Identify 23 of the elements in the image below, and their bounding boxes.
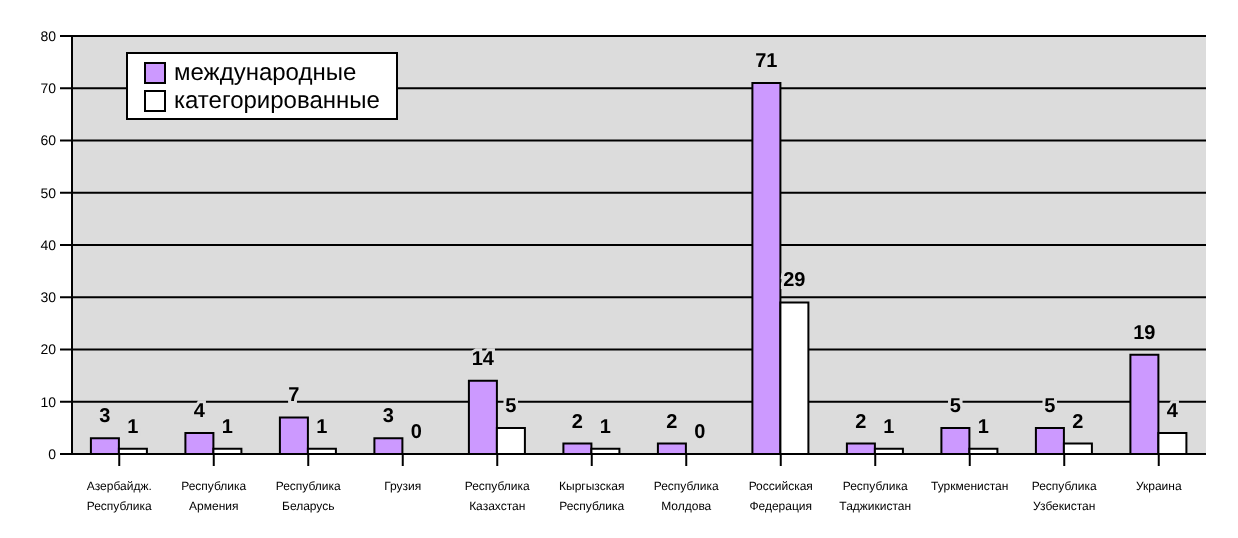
data-label: 1 <box>127 416 140 439</box>
data-label: 71 <box>755 51 779 74</box>
data-label: 2 <box>571 411 584 434</box>
data-label: 29 <box>783 270 807 293</box>
data-label: 1 <box>316 416 329 439</box>
data-label: 14 <box>471 348 495 371</box>
data-label: 7 <box>288 385 301 408</box>
data-label: 19 <box>1133 322 1157 345</box>
data-label: 3 <box>99 406 112 429</box>
data-label: 1 <box>883 416 896 439</box>
data-label: 2 <box>1072 411 1085 434</box>
legend-label: категорированные <box>174 86 380 114</box>
data-label: 1 <box>599 416 612 439</box>
data-label: 1 <box>221 416 234 439</box>
data-label: 4 <box>1166 401 1179 424</box>
data-label: 3 <box>382 406 395 429</box>
data-label: 0 <box>694 421 707 444</box>
data-label: 2 <box>666 411 679 434</box>
legend-label: международные <box>174 58 357 86</box>
data-label: 2 <box>855 411 868 434</box>
data-label: 1 <box>977 416 990 439</box>
data-label: 0 <box>410 421 423 444</box>
data-label: 4 <box>193 401 206 424</box>
